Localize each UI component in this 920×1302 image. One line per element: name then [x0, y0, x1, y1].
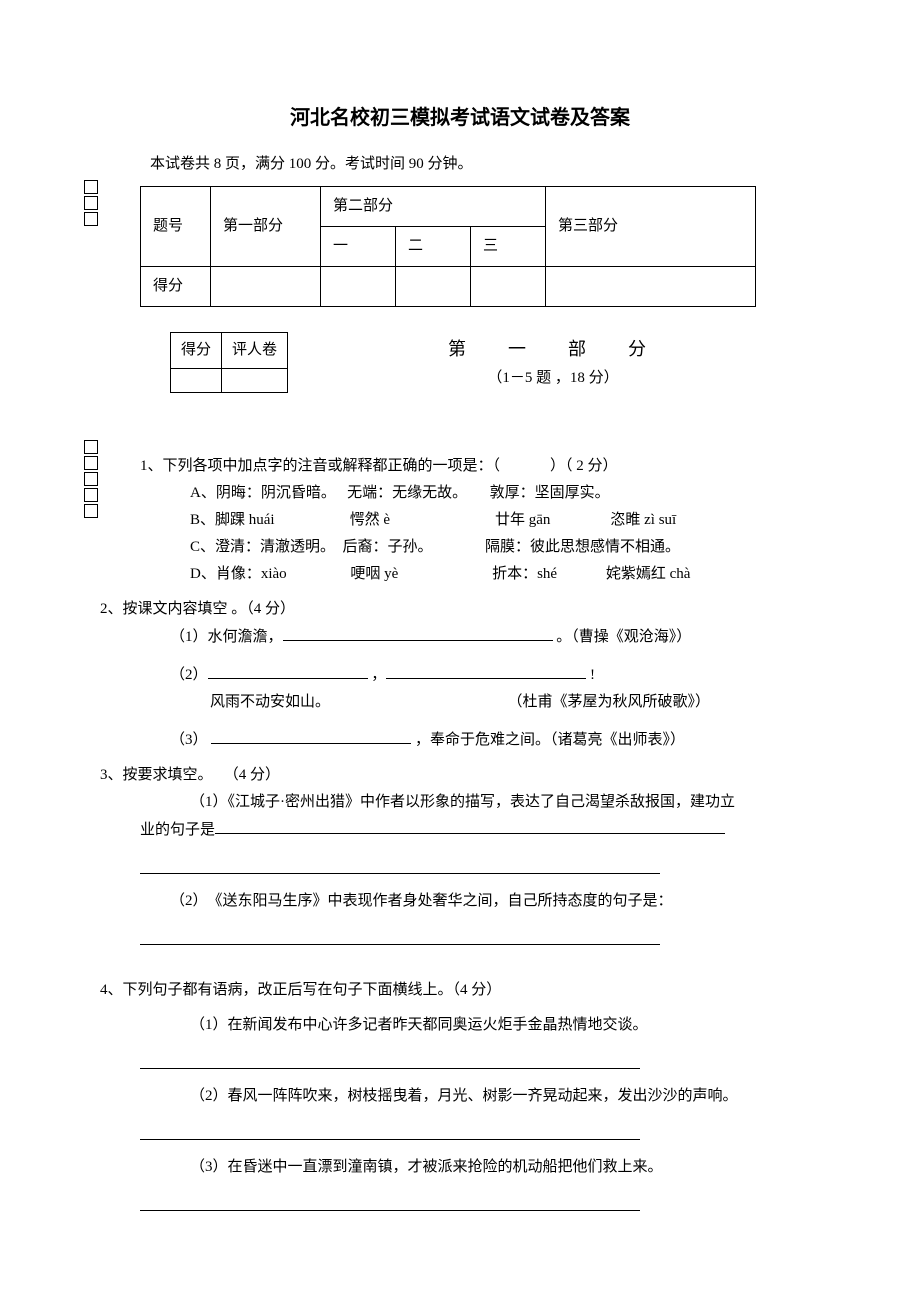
score-part2: 第二部分	[321, 187, 546, 227]
q3-stem: 3、按要求填空。 （4 分）	[100, 762, 820, 789]
binding-marks-2	[84, 440, 98, 518]
score-cell	[211, 267, 321, 307]
fill-blank-line[interactable]	[140, 1187, 640, 1211]
fill-blank[interactable]	[211, 726, 411, 744]
section-range: （1－5 题 ，18 分）	[448, 365, 658, 392]
fill-blank[interactable]	[386, 661, 586, 679]
score-sub3: 三	[471, 227, 546, 267]
q2-sub1: （1）水何澹澹， 。（曹操《观沧海》）	[170, 623, 820, 651]
fill-blank[interactable]	[208, 661, 368, 679]
grader-person-label: 评人卷	[222, 333, 288, 369]
q2-sub3: （3） ，奉命于危难之间。（诸葛亮《出师表》）	[170, 726, 820, 754]
exam-info: 本试卷共 8 页，满分 100 分。考试时间 90 分钟。	[150, 151, 820, 178]
q2-stem: 2、按课文内容填空 。（4 分）	[100, 596, 820, 623]
q4-sub2: （2）春风一阵阵吹来，树枝摇曳着，月光、树影一齐晃动起来，发出沙沙的声响。	[190, 1083, 820, 1110]
score-cell	[396, 267, 471, 307]
q1-stem: 1、下列各项中加点字的注音或解释都正确的一项是：（）（ 2 分）	[140, 453, 820, 480]
score-part3: 第三部分	[546, 187, 756, 267]
q3-sub2: （2） 《送东阳马生序》中表现作者身处奢华之间，自己所持态度的句子是：	[170, 888, 820, 915]
q3-sub1-line2: 业的句子是	[140, 816, 820, 844]
score-row-label-2: 得分	[141, 267, 211, 307]
q1-option-d: D、肖像：xiào 哽咽 yè 折本：shé 姹紫嫣红 chà	[190, 561, 820, 588]
q3-sub1-line1: （1）《江城子·密州出猎》中作者以形象的描写，表达了自己渴望杀敌报国，建功立	[190, 789, 820, 816]
grader-table: 得分 评人卷	[170, 332, 288, 393]
section-heading: 第 一 部 分 （1－5 题 ，18 分）	[448, 333, 658, 392]
grader-cell	[222, 369, 288, 393]
score-table: 题号 第一部分 第二部分 第三部分 一 二 三 得分	[140, 186, 756, 307]
page-title: 河北名校初三模拟考试语文试卷及答案	[100, 100, 820, 136]
q1-option-c: C、澄清：清澈透明。 后裔：子孙。 隔膜：彼此思想感情不相通。	[190, 534, 820, 561]
fill-blank-line[interactable]	[140, 1045, 640, 1069]
q2-sub2: （2） ， !	[170, 661, 820, 689]
grader-score-label: 得分	[171, 333, 222, 369]
score-cell	[546, 267, 756, 307]
score-row-label-1: 题号	[141, 187, 211, 267]
q2-sub2-note: 风雨不动安如山。 （杜甫《茅屋为秋风所破歌》）	[210, 689, 820, 716]
score-sub2: 二	[396, 227, 471, 267]
fill-blank[interactable]	[283, 623, 553, 641]
score-part1: 第一部分	[211, 187, 321, 267]
fill-blank[interactable]	[215, 816, 725, 834]
q4-sub1: （1）在新闻发布中心许多记者昨天都同奥运火炬手金晶热情地交谈。	[190, 1012, 820, 1039]
section-title-text: 第 一 部 分	[448, 333, 658, 365]
score-cell	[321, 267, 396, 307]
q1-option-b: B、脚踝 huái 愕然 è 廿年 gān 恣睢 zì suī	[190, 507, 820, 534]
fill-blank-line[interactable]	[140, 1116, 640, 1140]
fill-blank-line[interactable]	[140, 921, 660, 945]
q1-option-a: A、阴晦：阴沉昏暗。 无端：无缘无故。 敦厚：坚固厚实。	[190, 480, 820, 507]
binding-marks-1	[84, 180, 98, 226]
q4-stem: 4、下列句子都有语病，改正后写在句子下面横线上。（4 分）	[100, 977, 820, 1004]
fill-blank-line[interactable]	[140, 850, 660, 874]
q4-sub3: （3）在昏迷中一直漂到潼南镇，才被派来抢险的机动船把他们救上来。	[190, 1154, 820, 1181]
grader-cell	[171, 369, 222, 393]
score-sub1: 一	[321, 227, 396, 267]
score-cell	[471, 267, 546, 307]
